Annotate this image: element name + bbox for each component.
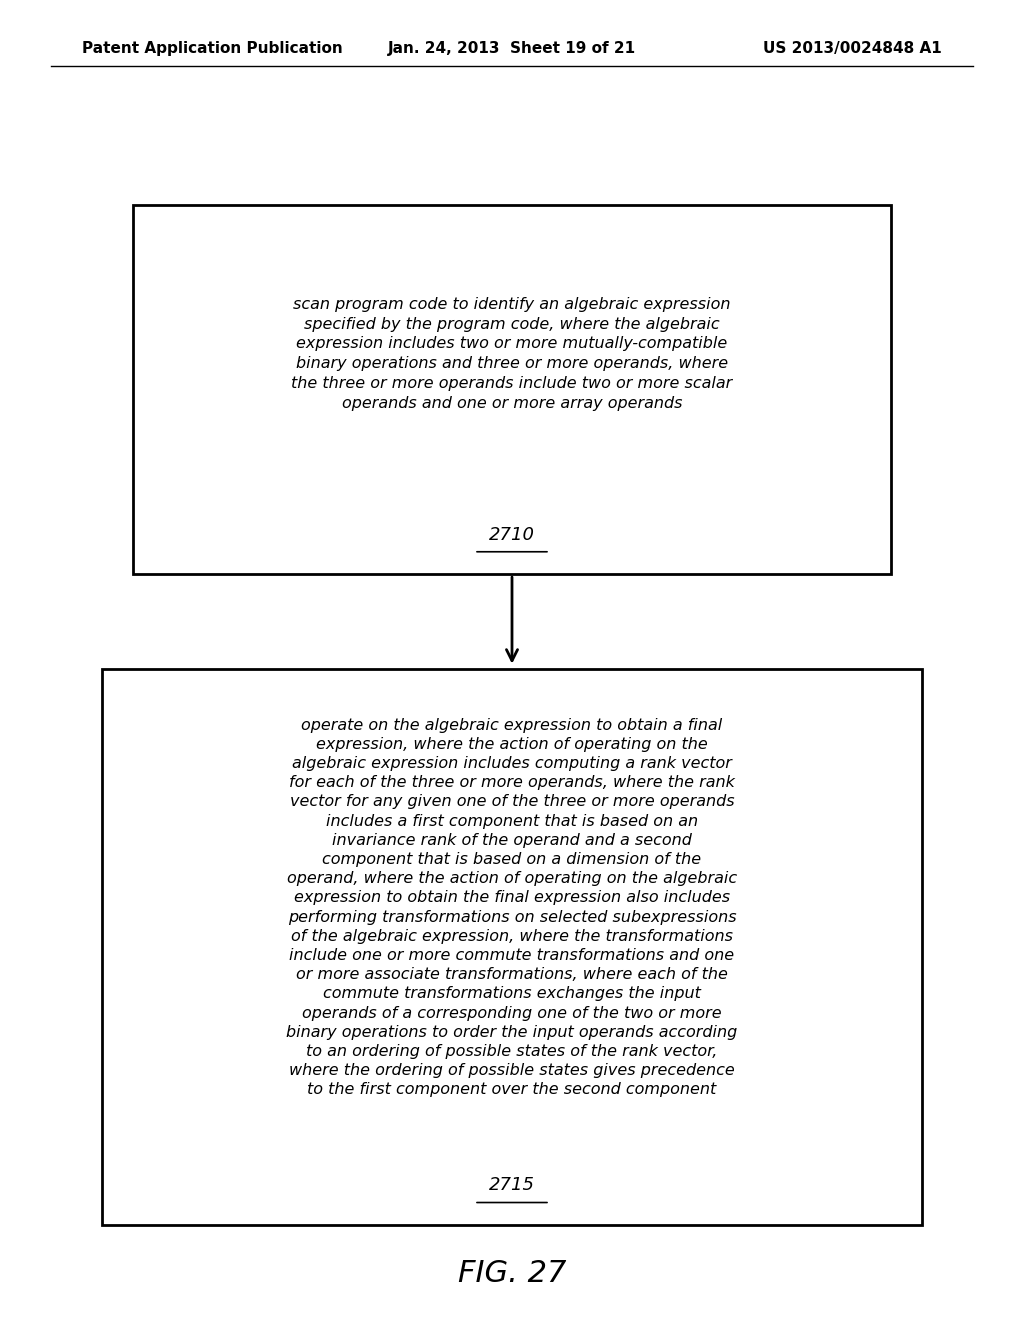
Text: scan program code to identify an algebraic expression
specified by the program c: scan program code to identify an algebra… [292, 297, 732, 411]
Text: Jan. 24, 2013  Sheet 19 of 21: Jan. 24, 2013 Sheet 19 of 21 [388, 41, 636, 57]
Text: 2715: 2715 [489, 1176, 535, 1195]
FancyBboxPatch shape [133, 205, 891, 574]
Text: 2710: 2710 [489, 525, 535, 544]
Text: US 2013/0024848 A1: US 2013/0024848 A1 [763, 41, 942, 57]
Text: Patent Application Publication: Patent Application Publication [82, 41, 343, 57]
Text: FIG. 27: FIG. 27 [458, 1259, 566, 1288]
Text: operate on the algebraic expression to obtain a final
expression, where the acti: operate on the algebraic expression to o… [287, 718, 737, 1097]
FancyBboxPatch shape [102, 669, 922, 1225]
